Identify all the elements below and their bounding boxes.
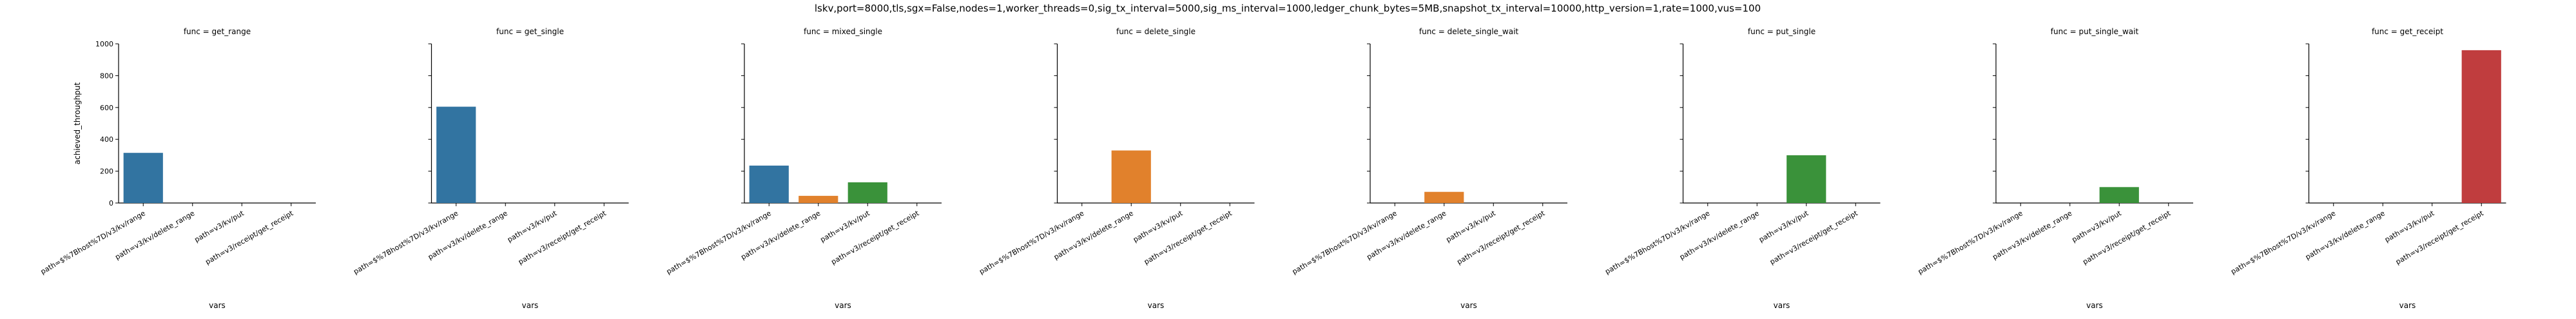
x-tick-label: path=v3/receipt/get_receipt	[2394, 209, 2485, 266]
x-tick-label: path=v3/kv/delete_range	[113, 209, 196, 261]
panel-title: func = get_receipt	[2372, 27, 2443, 36]
x-tick-label: path=v3/receipt/get_receipt	[204, 209, 295, 266]
x-axis-label: vars	[1460, 301, 1477, 310]
x-tick-label: path=$%7Bhost%7D/v3/kv/range	[352, 209, 460, 276]
x-tick-label: path=v3/kv/delete_range	[1991, 209, 2073, 261]
panel-title: func = put_single	[1748, 27, 1816, 36]
bar-path=$%7Bhost%7D/v3/kv/range	[436, 106, 476, 203]
panel-title: func = delete_single_wait	[1419, 27, 1519, 36]
panel-1: func = get_range 0 200 400 600 800 1000 achieve…	[39, 27, 316, 310]
x-tick-label: path=v3/kv/delete_range	[2304, 209, 2387, 261]
x-tick-label: path=$%7Bhost%7D/v3/kv/range	[665, 209, 773, 276]
panel-title: func = put_single_wait	[2051, 27, 2139, 36]
x-tick-label: path=v3/receipt/get_receipt	[829, 209, 920, 266]
bar-path=v3/kv/put	[2099, 187, 2139, 203]
y-axis-label: achieved_throughput	[73, 82, 82, 164]
x-tick-label: path=v3/kv/delete_range	[427, 209, 509, 261]
x-tick-label: path=v3/kv/delete_range	[1365, 209, 1448, 261]
x-tick-label: path=v3/kv/delete_range	[1678, 209, 1761, 261]
x-tick-label: path=v3/receipt/get_receipt	[1143, 209, 1234, 266]
panel-5: func = delete_single_wait path=$%7Bhost%7…	[1291, 27, 1567, 310]
panel-6: func = put_single path=$%7Bhost%7D/v3/kv/…	[1603, 27, 1881, 310]
x-axis-label: vars	[1774, 301, 1790, 310]
panel-2: func = get_single path=$%7Bhost%7D/v3/kv/…	[352, 27, 629, 310]
panel-8: func = get_receipt path=$%7Bhost%7D/v3/kv…	[2229, 27, 2506, 310]
panel-3: func = mixed_single path=$%7Bhost%7D/v3/k…	[665, 27, 942, 310]
x-tick-label: path=$%7Bhost%7D/v3/kv/range	[1291, 209, 1399, 276]
bar-path=v3/receipt/get_receipt	[2461, 50, 2501, 203]
x-axis-label: vars	[2086, 301, 2103, 310]
bar-path=v3/kv/delete_range	[1111, 150, 1151, 203]
x-axis-label: vars	[522, 301, 539, 310]
x-axis-label: vars	[835, 301, 851, 310]
x-tick-label: path=v3/receipt/get_receipt	[2081, 209, 2172, 266]
y-tick-label: 800	[100, 72, 113, 80]
bar-path=v3/kv/delete_range	[1424, 191, 1464, 203]
x-axis-label: vars	[209, 301, 226, 310]
panel-title: func = get_single	[496, 27, 564, 36]
x-axis-label: vars	[2399, 301, 2416, 310]
y-tick-label: 400	[100, 135, 113, 144]
bar-path=v3/kv/put	[1787, 155, 1826, 203]
y-tick-label: 0	[109, 199, 113, 208]
panel-title: func = mixed_single	[804, 27, 882, 36]
x-tick-label: path=$%7Bhost%7D/v3/kv/range	[1917, 209, 2024, 276]
y-tick-label: 200	[100, 168, 113, 176]
y-tick-label: 1000	[95, 40, 113, 48]
x-tick-label: path=v3/receipt/get_receipt	[1455, 209, 1546, 266]
x-tick-label: path=$%7Bhost%7D/v3/kv/range	[978, 209, 1085, 276]
panel-7: func = put_single_wait path=$%7Bhost%7D/v…	[1917, 27, 2193, 310]
y-tick-label: 600	[100, 104, 113, 112]
bar-path=$%7Bhost%7D/v3/kv/range	[749, 165, 789, 203]
x-tick-label: path=$%7Bhost%7D/v3/kv/range	[2229, 209, 2337, 276]
chart-suptitle: lskv,port=8000,tls,sgx=False,nodes=1,wor…	[815, 3, 1761, 15]
x-tick-label: path=v3/kv/delete_range	[1052, 209, 1135, 261]
x-tick-label: path=v3/receipt/get_receipt	[1768, 209, 1859, 266]
x-axis-label: vars	[1148, 301, 1165, 310]
x-tick-label: path=v3/kv/delete_range	[739, 209, 822, 261]
bar-path=v3/kv/put	[847, 182, 887, 203]
panel-4: func = delete_single path=$%7Bhost%7D/v3/…	[978, 27, 1255, 310]
x-tick-label: path=$%7Bhost%7D/v3/kv/range	[39, 209, 147, 276]
panel-title: func = get_range	[184, 27, 251, 36]
panel-title: func = delete_single	[1116, 27, 1196, 36]
x-tick-label: path=$%7Bhost%7D/v3/kv/range	[1603, 209, 1711, 276]
x-tick-label: path=v3/receipt/get_receipt	[517, 209, 608, 266]
bar-path=v3/kv/delete_range	[799, 195, 838, 203]
bar-path=$%7Bhost%7D/v3/kv/range	[123, 153, 163, 203]
